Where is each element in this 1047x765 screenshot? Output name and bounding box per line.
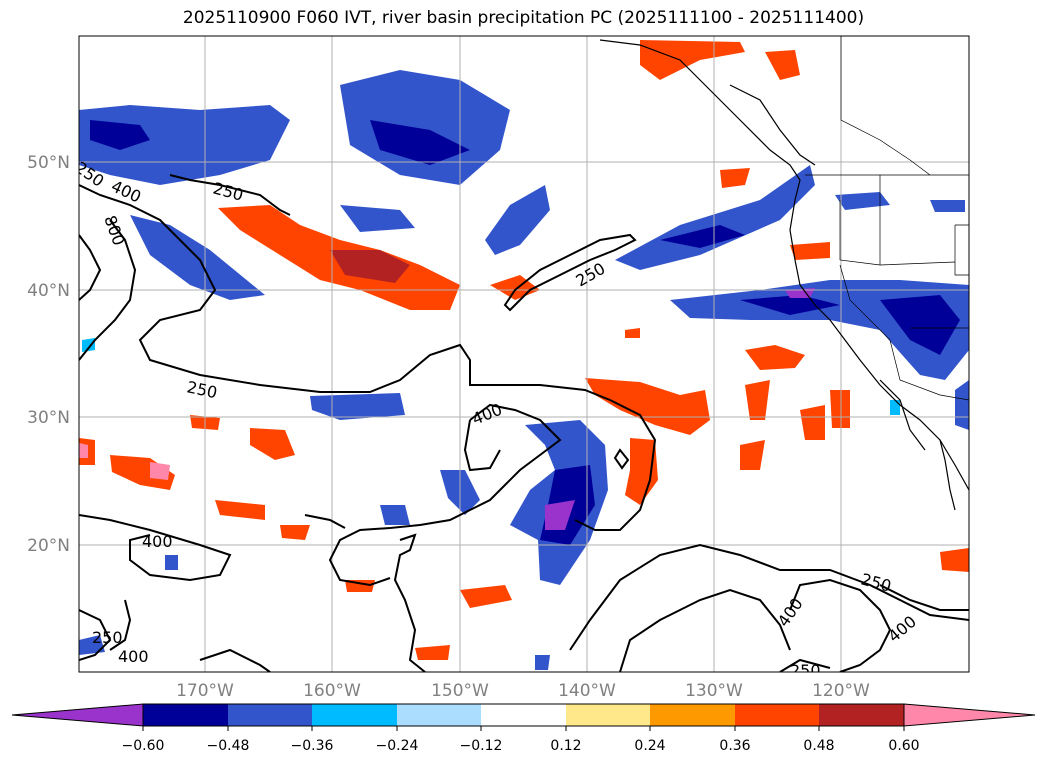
negative-region <box>79 635 105 655</box>
negative-region <box>535 655 550 670</box>
positive-region <box>250 428 295 460</box>
positive-region <box>460 585 512 608</box>
positive-region <box>745 380 770 420</box>
map-title: 2025110900 F060 IVT, river basin precipi… <box>182 8 865 28</box>
colorbar-tick-label: −0.36 <box>291 738 334 754</box>
negative-region <box>545 500 575 530</box>
negative-region <box>82 338 95 352</box>
negative-region <box>930 200 965 212</box>
contour-label: 400 <box>118 647 149 666</box>
colorbar-tick-label: −0.48 <box>207 738 250 754</box>
negative-region <box>880 295 960 355</box>
colorbar-segment <box>566 704 650 726</box>
colorbar-ticks <box>142 726 905 731</box>
positive-region <box>280 525 310 540</box>
negative-region <box>340 70 510 185</box>
positive-region <box>720 168 750 188</box>
lat-label: 40°N <box>27 281 70 301</box>
positive-region <box>800 405 825 440</box>
colorbar: −0.60 −0.48 −0.36 −0.24 −0.12 0.12 0.24 … <box>11 703 1036 754</box>
lon-label: 130°W <box>685 681 743 701</box>
positive-region <box>790 242 830 260</box>
positive-region <box>330 250 410 283</box>
colorbar-segment <box>481 704 566 726</box>
negative-region <box>165 555 178 570</box>
map-frame <box>78 35 970 673</box>
lon-labels: 170°W 160°W 150°W 140°W 130°W 120°W <box>176 681 870 701</box>
lat-label: 50°N <box>27 153 70 173</box>
lat-labels: 50°N 40°N 30°N 20°N <box>27 153 70 556</box>
political-borders <box>805 36 969 401</box>
positive-region <box>150 462 170 480</box>
contour-label: 250 <box>790 661 821 680</box>
lat-label: 30°N <box>27 408 70 428</box>
coastlines <box>599 39 969 511</box>
colorbar-segment <box>312 704 397 726</box>
positive-region <box>110 455 175 490</box>
positive-region <box>745 345 805 370</box>
graticule <box>79 36 969 672</box>
colorbar-tick-label: −0.60 <box>122 738 165 754</box>
colorbar-segment <box>735 704 819 726</box>
ivt-contours <box>79 174 969 672</box>
colorbar-segment <box>650 704 735 726</box>
negative-region <box>835 192 890 210</box>
lon-label: 120°W <box>812 681 870 701</box>
colorbar-segment <box>228 704 312 726</box>
positive-region <box>940 548 969 572</box>
colorbar-tick-label: 0.36 <box>719 738 750 754</box>
positive-region <box>740 440 765 470</box>
colorbar-tick-label: −0.12 <box>460 738 503 754</box>
map-panel: 400 800 250 250 250 400 400 250 400 400 … <box>79 36 969 680</box>
colorbar-segments <box>11 703 1036 727</box>
contour-label: 400 <box>142 532 173 551</box>
positive-region <box>830 390 850 428</box>
positive-region <box>215 500 265 520</box>
positive-region <box>79 443 88 458</box>
negative-region <box>310 393 405 420</box>
positive-region <box>625 438 658 505</box>
contour-label: 250 <box>92 628 123 647</box>
positive-region <box>415 645 450 660</box>
colorbar-tick-label: 0.60 <box>888 738 919 754</box>
colorbar-tick-label: 0.12 <box>550 738 581 754</box>
positive-region <box>640 40 745 80</box>
colorbar-segment <box>903 703 1036 727</box>
negative-region <box>890 400 900 415</box>
negative-region <box>615 165 815 270</box>
lat-label: 20°N <box>27 536 70 556</box>
colorbar-tick-labels: −0.60 −0.48 −0.36 −0.24 −0.12 0.12 0.24 … <box>122 738 920 754</box>
negative-region <box>340 205 415 232</box>
colorbar-segment <box>11 703 144 727</box>
negative-region <box>485 185 550 255</box>
colorbar-segment <box>819 704 904 726</box>
negative-region <box>740 295 840 315</box>
colorbar-tick-label: 0.48 <box>803 738 834 754</box>
lon-label: 170°W <box>176 681 234 701</box>
lon-label: 160°W <box>303 681 361 701</box>
colorbar-segment <box>397 704 481 726</box>
colorbar-segment <box>143 704 228 726</box>
positive-region <box>765 50 800 80</box>
lon-label: 140°W <box>558 681 616 701</box>
positive-region <box>625 328 640 338</box>
negative-region <box>370 120 470 165</box>
colorbar-outline <box>142 703 905 727</box>
positive-region <box>585 378 710 435</box>
negative-region <box>380 505 410 525</box>
negative-region <box>90 120 150 150</box>
colorbar-tick-label: 0.24 <box>634 738 665 754</box>
colorbar-tick-label: −0.24 <box>376 738 419 754</box>
negative-region <box>660 225 745 248</box>
lon-label: 150°W <box>431 681 489 701</box>
